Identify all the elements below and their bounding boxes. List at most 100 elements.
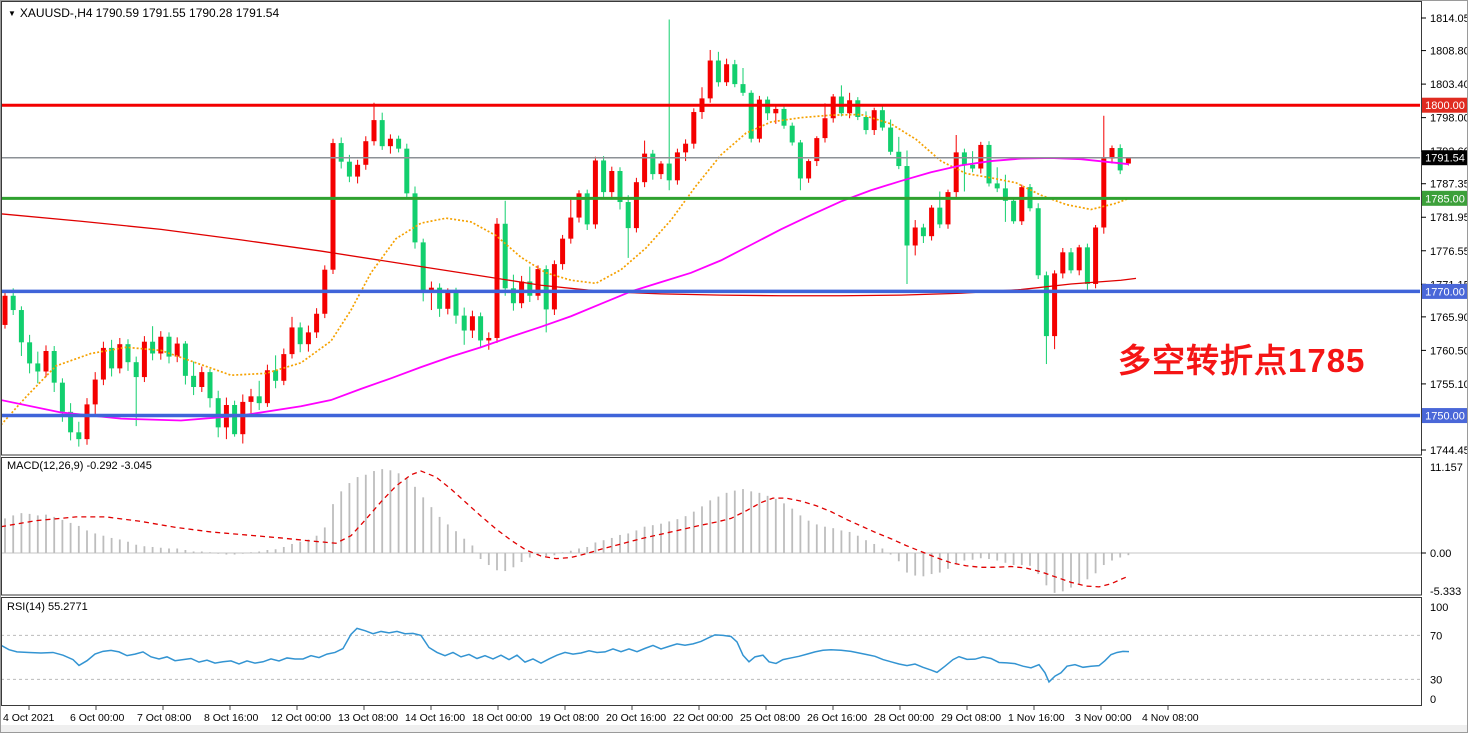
candle-bull	[953, 152, 959, 193]
candle-bull	[642, 153, 648, 183]
candle-bull	[1060, 252, 1066, 274]
candle-bull	[592, 160, 598, 225]
candle-bull	[117, 344, 123, 369]
candle-bear	[478, 316, 484, 341]
symbol-header: ▼ XAUUSD-,H4 1790.59 1791.55 1790.28 1791.…	[8, 6, 282, 20]
ma-mid-line	[2, 157, 1130, 422]
candle-bear	[1043, 275, 1049, 337]
rsi-level-label: 30	[1430, 674, 1442, 686]
price-badge-1785: 1785.00	[1422, 190, 1467, 206]
candle-bear	[1084, 247, 1090, 284]
price-badge-1770-bg	[1422, 283, 1467, 299]
candle-bear	[994, 183, 1000, 189]
panel-border-main	[1, 1, 1422, 456]
candle-bear	[404, 148, 410, 194]
candle-bear	[133, 362, 139, 378]
candle-bull	[830, 96, 836, 119]
candle-bull	[707, 60, 713, 99]
rsi-level-label: 70	[1430, 630, 1442, 642]
candle-bull	[691, 112, 697, 144]
candle-bear	[59, 382, 65, 412]
candle-bear	[970, 164, 976, 169]
candle-bear	[510, 288, 516, 304]
candle-bear	[191, 375, 197, 388]
time-axis-label: 19 Oct 08:00	[539, 712, 599, 724]
time-axis-label: 13 Oct 08:00	[338, 712, 398, 724]
candle-bear	[937, 207, 943, 225]
candle-bear	[125, 344, 131, 363]
candle-bull	[806, 161, 812, 179]
candle-bear	[338, 143, 344, 162]
current-price-badge-text: 1791.54	[1425, 153, 1465, 165]
candle-bull	[141, 341, 147, 378]
time-axis-label: 6 Oct 00:00	[70, 712, 124, 724]
candle-bear	[920, 227, 926, 237]
candle-bull	[1125, 157, 1131, 164]
candle-bull	[355, 164, 361, 177]
candle-bear	[215, 398, 221, 428]
price-axis-label: 1744.45	[1430, 445, 1468, 457]
candle-bull	[314, 313, 320, 333]
time-axis[interactable]: 4 Oct 2021 6 Oct 00:00 7 Oct 08:00 8 Oct 16…	[1, 705, 1468, 733]
candle-bull	[756, 99, 762, 139]
candle-bull	[912, 227, 918, 246]
candle-bear	[379, 120, 385, 147]
candle-bear	[35, 363, 41, 372]
rsi-panel	[1, 627, 1421, 684]
price-axis-label: 1776.55	[1430, 246, 1468, 258]
candle-bull	[773, 108, 779, 114]
candle-bull	[978, 144, 984, 169]
time-axis-label: 26 Oct 16:00	[807, 712, 867, 724]
chevron-down-icon[interactable]: ▼	[8, 9, 16, 18]
candle-bull	[560, 238, 566, 265]
candle-bear	[961, 152, 967, 165]
candle-bear	[879, 110, 885, 128]
candle-bull	[371, 120, 377, 142]
candle-bear	[182, 343, 188, 376]
time-axis-label: 29 Oct 08:00	[941, 712, 1001, 724]
candle-bear	[396, 138, 402, 149]
candle-bull	[945, 192, 951, 225]
candle-bull	[683, 143, 689, 153]
macd-min-label: -5.333	[1430, 586, 1461, 598]
candle-bull	[330, 143, 336, 270]
candle-bull	[1052, 273, 1058, 337]
candle-bull	[847, 100, 853, 114]
candle-bear	[888, 127, 894, 152]
candle-bull	[1076, 247, 1082, 271]
candle-bear	[904, 166, 910, 246]
candle-bull	[100, 347, 106, 380]
candle-bull	[1109, 148, 1115, 159]
candle-bull	[84, 404, 90, 440]
candle-bear	[297, 327, 303, 345]
candle-bull	[822, 118, 828, 139]
candle-bear	[51, 351, 57, 383]
candle-bear	[740, 84, 746, 93]
time-axis-label: 22 Oct 00:00	[673, 712, 733, 724]
candle-bull	[576, 193, 582, 218]
price-axis-label: 1755.10	[1430, 379, 1468, 391]
macd-histogram	[4, 469, 1130, 593]
candle-bear	[1068, 252, 1074, 271]
price-axis-label: 1787.35	[1430, 179, 1468, 191]
candle-bear	[150, 341, 156, 354]
price-axis-label: 1765.90	[1430, 312, 1468, 324]
candle-bull	[494, 223, 500, 338]
candle-bull	[305, 332, 311, 345]
candle-bull	[1093, 227, 1099, 284]
candle-bull	[43, 351, 49, 372]
candle-bull	[240, 401, 246, 435]
candle-bear	[256, 396, 262, 404]
price-axis[interactable]: 1814.051808.801803.401798.001792.601787.…	[1421, 13, 1468, 706]
price-badge-1770: 1770.00	[1422, 283, 1467, 299]
time-axis-label: 1 Nov 16:00	[1008, 712, 1065, 724]
candle-bull	[814, 138, 820, 162]
candle-bear	[789, 125, 795, 143]
price-axis-label: 1803.40	[1430, 79, 1468, 91]
price-badge-1800: 1800.00	[1422, 97, 1467, 113]
rsi-line	[1, 627, 1130, 684]
ma-slow-line	[2, 213, 1137, 297]
time-axis-label: 18 Oct 00:00	[472, 712, 532, 724]
candle-bull	[633, 182, 639, 229]
